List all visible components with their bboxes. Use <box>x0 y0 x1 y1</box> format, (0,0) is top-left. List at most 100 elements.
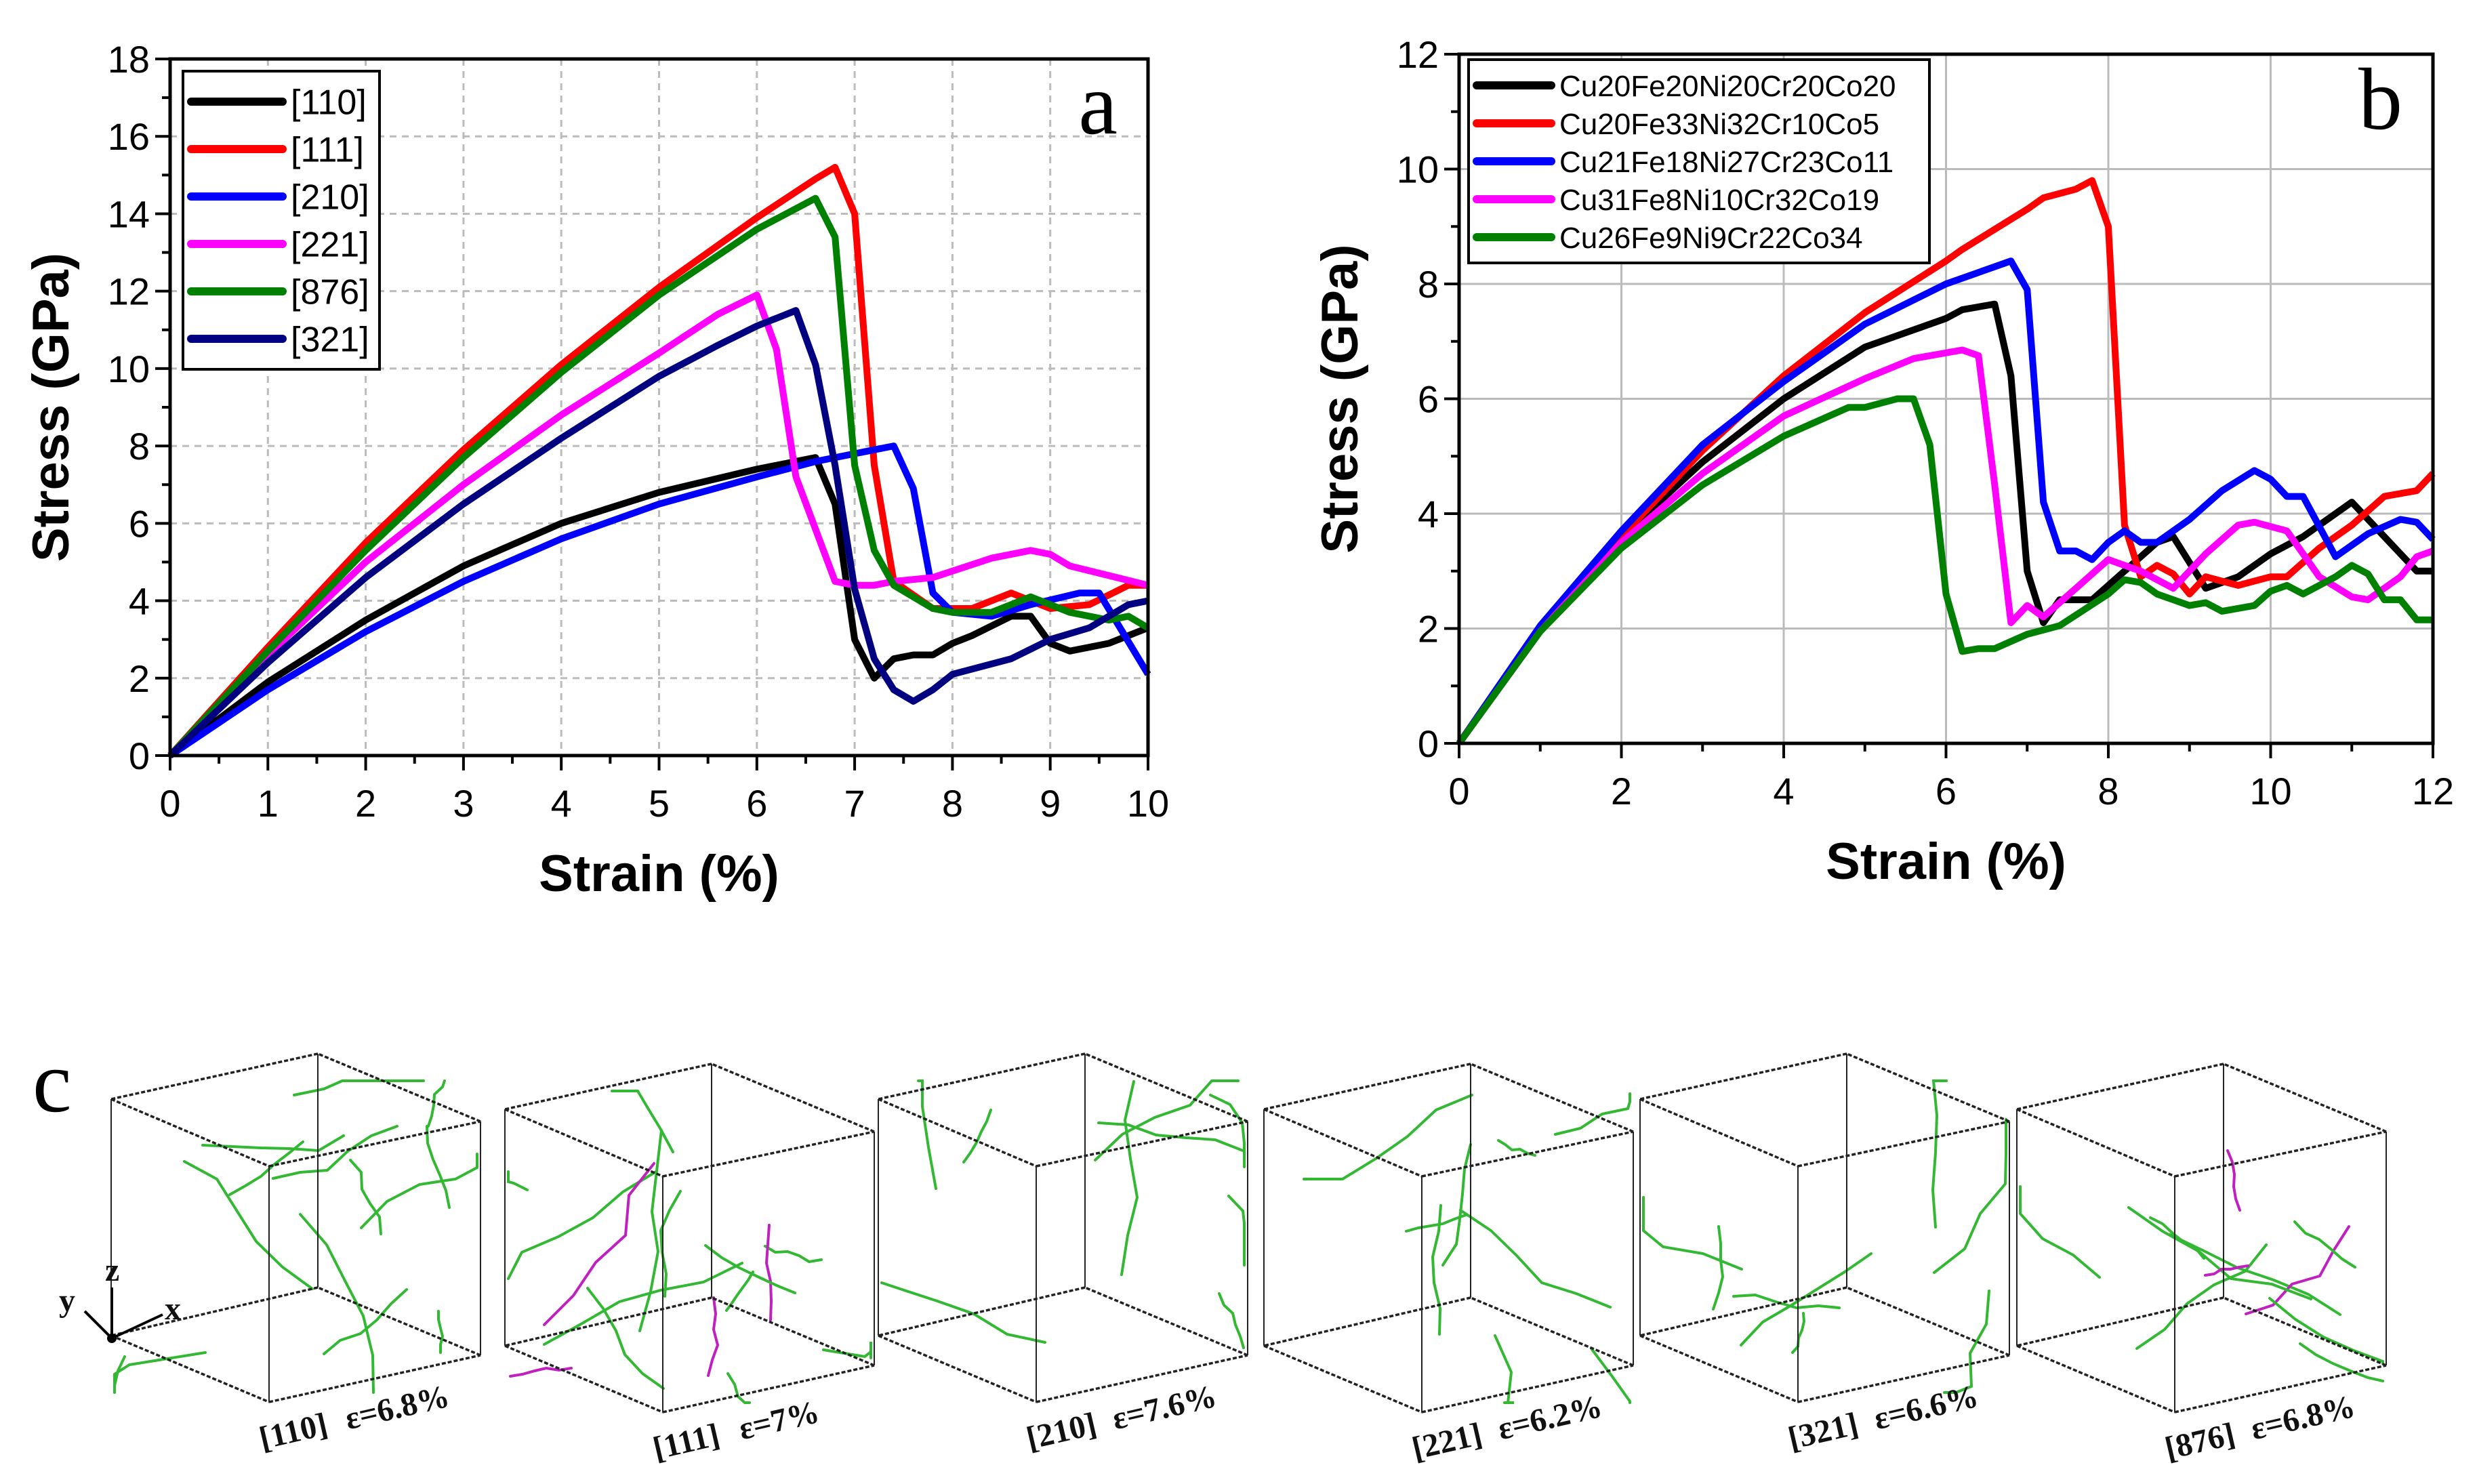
y-axis-title: Stress (GPa) <box>22 253 80 562</box>
y-tick-label: 12 <box>108 270 150 313</box>
cube-edge <box>1639 1334 1799 1403</box>
dislocation-line <box>201 1134 345 1153</box>
series-line-876 <box>167 194 1150 758</box>
legend-item: [210] <box>187 178 369 218</box>
dislocation-line <box>822 1342 872 1359</box>
legend-item: Cu20Fe20Ni20Cr20Co20 <box>1473 70 1896 103</box>
dislocation-line <box>2245 1225 2350 1315</box>
panel-c-label: c <box>33 1033 72 1131</box>
y-axis-title: Stress (GPa) <box>1311 244 1369 553</box>
cube-edge <box>110 1334 270 1403</box>
dislocation-line <box>659 1190 682 1298</box>
dislocation-line <box>1740 1252 1872 1346</box>
snapshot-label: [111] ε=7% <box>650 1394 823 1467</box>
dislocation-line <box>2019 1185 2101 1279</box>
legend-label: [110] <box>291 83 367 123</box>
dislocation-line <box>543 1162 655 1326</box>
x-tick-label: 7 <box>844 782 865 825</box>
dislocation-line <box>726 1372 751 1404</box>
legend-item: [111] <box>187 131 364 170</box>
dislocation-line <box>2204 1264 2249 1277</box>
dislocation-line <box>2268 1297 2384 1365</box>
legend-item: Cu26Fe9Ni9Cr22Co34 <box>1473 222 1863 255</box>
z-axis-label: z <box>105 1252 119 1288</box>
dislocation-line <box>611 1090 674 1153</box>
strain-label: ε=7.6% <box>1109 1378 1220 1437</box>
x-tick-label: 4 <box>1773 770 1794 812</box>
cube-edge <box>1036 1354 1248 1403</box>
y-tick-label: 18 <box>108 38 150 81</box>
panel-c-dislocation-snapshots: c [110] ε=6.8%[111] ε=7% [210] ε=7.6%[221] ε=… <box>33 1033 2387 1467</box>
snapshot-cube-5: [876] ε=6.8% <box>2016 1063 2387 1467</box>
legend-item: [876] <box>187 273 369 312</box>
dislocation-line <box>704 1244 796 1294</box>
dislocation-line <box>1590 1347 1631 1404</box>
y-tick-label: 12 <box>1397 33 1439 76</box>
dislocation-line <box>1642 1196 1743 1271</box>
x-tick-label: 8 <box>942 782 963 825</box>
x-tick-label: 1 <box>258 782 279 825</box>
dislocation-line <box>1120 1080 1139 1276</box>
x-tick-label: 10 <box>2249 770 2291 812</box>
snapshot-label: [210] ε=7.6% <box>1023 1378 1220 1457</box>
snapshot-cube-0: [110] ε=6.8% <box>110 1052 481 1457</box>
cube-edge <box>2174 1364 2387 1414</box>
cube-edge <box>504 1063 712 1111</box>
dislocation-line <box>323 1288 408 1355</box>
dislocation-line <box>299 1213 375 1394</box>
cube-edge <box>878 1334 1037 1403</box>
y-tick-label: 6 <box>129 502 150 545</box>
dislocation-line <box>1459 1209 1612 1308</box>
dislocation-line <box>1554 1092 1631 1136</box>
y-axis-arrow <box>83 1310 113 1340</box>
dislocation-line <box>1712 1225 1725 1311</box>
cube-edge <box>110 1052 319 1100</box>
legend-box <box>1467 58 1931 264</box>
x-tick-label: 12 <box>2412 770 2454 812</box>
cube-edge <box>110 1098 270 1168</box>
cube-edge <box>2016 1344 2175 1414</box>
legend-label: [210] <box>291 178 369 218</box>
x-tick-label: 6 <box>746 782 767 825</box>
y-tick-label: 2 <box>1418 608 1439 651</box>
x-tick-label: 9 <box>1040 782 1061 825</box>
x-axis-title: Strain (%) <box>539 845 779 903</box>
series-line-111 <box>167 163 1148 758</box>
dislocation-line <box>962 1109 992 1163</box>
dislocation-line <box>1494 1334 1514 1404</box>
x-tick-label: 0 <box>1448 770 1469 812</box>
cube-edge <box>1084 1286 1248 1357</box>
cube-edge <box>1263 1063 1471 1111</box>
legend-item: [321] <box>187 321 369 360</box>
legend-box <box>182 70 381 371</box>
orientation-label: [321] <box>1785 1406 1862 1457</box>
cube-edge <box>1797 1354 2010 1403</box>
cube-edge <box>504 1344 663 1414</box>
x-tick-label: 6 <box>1936 770 1957 812</box>
y-tick-label: 2 <box>129 657 150 700</box>
cube-edge <box>1084 1052 1248 1123</box>
legend-label: Cu31Fe8Ni10Cr32Co19 <box>1559 184 1879 217</box>
panel-label: b <box>2358 51 2402 148</box>
dislocation-line <box>543 1262 743 1346</box>
cube-edge <box>2016 1063 2224 1111</box>
cube-edge <box>1421 1364 1634 1414</box>
x-tick-label: 2 <box>355 782 376 825</box>
dislocation-line <box>1732 1293 1841 1310</box>
dislocation-line <box>1441 1143 1472 1266</box>
series-line-321 <box>167 307 1149 758</box>
dislocation-line <box>1405 1214 1467 1233</box>
axis-triad-icon: z x y <box>59 1252 181 1343</box>
legend-label: Cu20Fe20Ni20Cr20Co20 <box>1559 70 1896 103</box>
legend-item: Cu20Fe33Ni32Cr10Co5 <box>1473 108 1879 141</box>
legend-item: [221] <box>187 226 369 265</box>
cube-edge <box>1846 1286 2010 1357</box>
y-tick-label: 0 <box>129 735 150 777</box>
snapshot-label: [876] ε=6.8% <box>2162 1388 2358 1467</box>
x-tick-label: 0 <box>159 782 180 825</box>
legend-label: Cu20Fe33Ni32Cr10Co5 <box>1559 108 1879 141</box>
series-line-Cu26Fe9Ni9Cr22Co34 <box>1456 395 2433 745</box>
strain-label: ε=6.6% <box>1870 1378 1982 1437</box>
